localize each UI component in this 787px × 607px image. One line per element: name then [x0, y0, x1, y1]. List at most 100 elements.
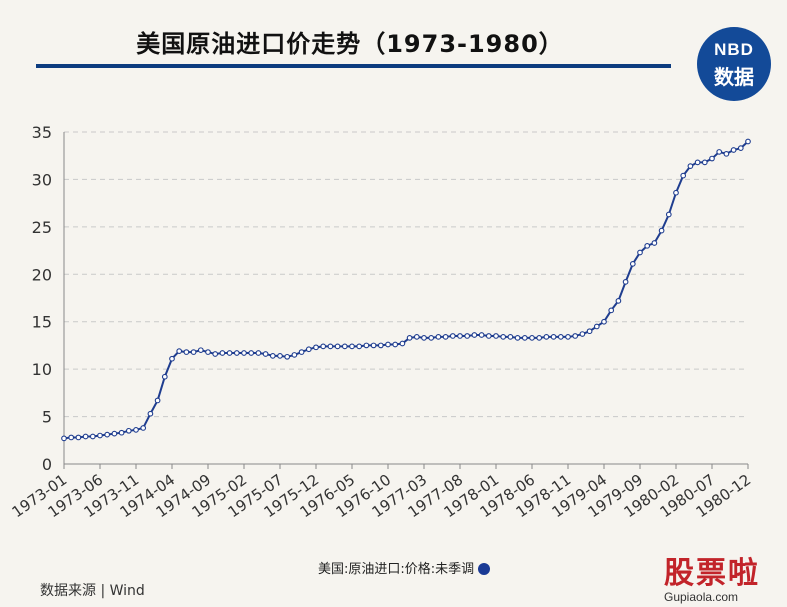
nbd-logo: NBD 数据: [697, 27, 771, 101]
data-point: [327, 343, 334, 350]
data-point: [622, 279, 629, 285]
data-point: [320, 343, 327, 350]
title-underline: [36, 64, 671, 68]
data-point: [723, 150, 730, 157]
data-point: [579, 331, 586, 337]
data-point: [104, 431, 111, 438]
data-point: [284, 353, 291, 360]
data-point: [133, 427, 139, 433]
logo-text-top: NBD: [714, 40, 754, 59]
data-point: [226, 350, 233, 356]
data-point: [687, 163, 694, 169]
legend-marker-icon: [478, 563, 491, 575]
data-point: [176, 348, 183, 354]
axes: [63, 132, 748, 465]
data-point: [550, 334, 557, 340]
data-source: 数据来源 | Wind: [40, 583, 145, 599]
y-tick-label: 5: [42, 408, 52, 427]
data-point: [428, 334, 435, 341]
data-point: [406, 334, 413, 341]
data-point: [341, 343, 348, 350]
data-point: [377, 342, 384, 349]
data-point: [529, 334, 535, 341]
data-point: [637, 249, 643, 256]
data-point: [392, 341, 399, 348]
data-point: [658, 227, 665, 234]
data-point: [737, 145, 744, 151]
data-point: [565, 334, 571, 340]
data-point: [557, 334, 564, 340]
data-point: [298, 349, 305, 355]
data-point: [241, 350, 247, 356]
data-point: [161, 373, 168, 380]
data-point: [248, 350, 255, 356]
data-point: [500, 334, 507, 340]
data-point: [493, 333, 499, 339]
data-point: [399, 340, 406, 347]
data-point: [457, 333, 463, 339]
data-point: [629, 261, 636, 267]
data-point: [543, 334, 550, 340]
data-point: [385, 341, 391, 348]
data-point: [644, 242, 651, 249]
data-point: [716, 149, 723, 155]
data-point: [745, 138, 751, 145]
y-axis-ticks: 0 5 10 15 20 25 30 35: [32, 123, 52, 474]
y-tick-label: 0: [42, 455, 52, 474]
data-point: [651, 240, 658, 246]
data-point: [269, 353, 276, 359]
data-point: [169, 355, 175, 362]
data-point: [313, 344, 319, 351]
legend: 美国:原油进口:价格:未季调: [318, 558, 491, 577]
data-point: [205, 349, 211, 355]
data-point: [291, 352, 298, 358]
data-point: [464, 333, 471, 339]
data-point: [219, 350, 226, 356]
data-point: [125, 427, 132, 434]
series-group: [61, 138, 751, 442]
data-point: [197, 347, 204, 354]
data-point: [75, 434, 82, 441]
data-point: [449, 333, 456, 339]
legend-label: 美国:原油进口:价格:未季调: [318, 562, 475, 577]
data-point: [673, 189, 679, 196]
data-point: [730, 147, 737, 153]
data-point: [442, 334, 449, 340]
data-point: [97, 432, 103, 439]
data-point: [82, 433, 89, 440]
data-point: [356, 343, 363, 350]
corner-watermark-url: Gupiaola.com: [664, 590, 739, 604]
data-point: [608, 307, 615, 314]
data-point: [140, 425, 147, 431]
y-tick-label: 15: [32, 313, 52, 332]
y-tick-label: 30: [32, 170, 52, 189]
data-point: [435, 334, 442, 340]
data-point: [694, 159, 701, 166]
data-point: [536, 334, 543, 341]
data-point: [118, 429, 125, 436]
data-point: [485, 333, 492, 339]
data-point: [363, 342, 370, 349]
data-point: [593, 323, 600, 330]
data-point: [111, 430, 118, 437]
x-axis-ticks: 1973-011973-061973-111974-041974-091975-…: [9, 464, 754, 521]
data-point: [147, 410, 154, 417]
gridlines: [64, 131, 748, 418]
data-point: [334, 343, 341, 350]
data-point: [349, 343, 355, 350]
data-point: [680, 172, 687, 179]
corner-watermark-text: 股票啦: [664, 556, 760, 591]
series-line: [63, 140, 749, 440]
data-point: [370, 342, 377, 349]
data-point: [709, 155, 715, 162]
data-point: [89, 433, 96, 440]
data-point: [68, 434, 75, 441]
logo-text-bottom: 数据: [714, 65, 754, 89]
y-tick-label: 10: [32, 360, 52, 379]
data-point: [262, 351, 269, 357]
y-tick-label: 35: [32, 123, 52, 142]
data-point: [413, 334, 420, 340]
data-point: [190, 349, 197, 355]
y-tick-label: 25: [32, 218, 52, 237]
